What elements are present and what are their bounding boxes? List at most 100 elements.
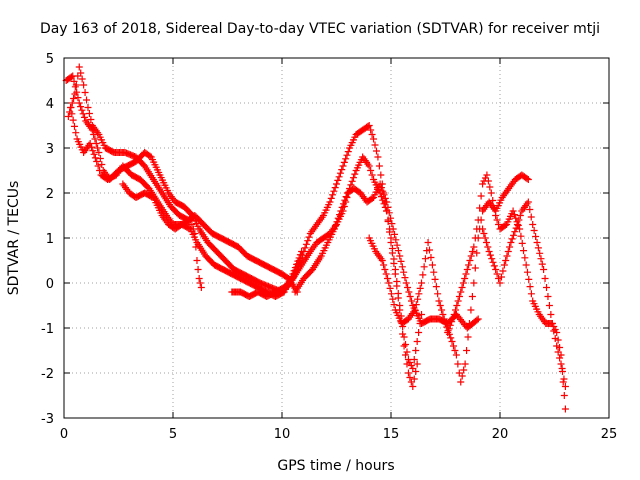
- data-point: [458, 284, 466, 291]
- data-point: [385, 209, 393, 217]
- data-point: [534, 244, 542, 252]
- series-sat-b: [62, 72, 303, 296]
- data-point: [524, 176, 532, 183]
- data-point: [446, 321, 454, 329]
- data-point: [87, 116, 95, 123]
- series-sat-a: [64, 63, 301, 296]
- data-point: [435, 297, 443, 305]
- data-point: [195, 275, 203, 282]
- data-point: [523, 268, 531, 276]
- data-point: [381, 194, 389, 202]
- data-point: [449, 314, 457, 322]
- x-tick-label: 15: [383, 427, 400, 442]
- axis-ticks: 0 5 10 15 20 25 -3 -2 -1 0 1 2 3 4 5: [41, 52, 617, 442]
- data-point: [87, 143, 95, 151]
- data-point: [490, 262, 498, 270]
- data-point: [403, 348, 411, 356]
- data-point: [399, 330, 407, 338]
- data-point: [434, 290, 442, 298]
- data-point: [468, 293, 476, 300]
- data-point: [341, 196, 349, 204]
- y-tick-label: -1: [41, 322, 54, 337]
- data-point: [88, 126, 96, 134]
- data-point: [189, 225, 197, 233]
- data-point: [300, 248, 308, 255]
- data-point: [70, 77, 78, 85]
- data-point: [545, 302, 553, 309]
- data-point: [406, 293, 414, 300]
- data-point: [405, 288, 413, 296]
- series-sat-f: [287, 122, 421, 390]
- data-point: [188, 221, 196, 228]
- data-point: [343, 151, 351, 159]
- data-point: [96, 167, 104, 174]
- data-point: [533, 239, 541, 246]
- data-point: [401, 274, 409, 282]
- data-point: [402, 341, 410, 348]
- data-point: [67, 73, 75, 81]
- data-point: [448, 338, 456, 345]
- x-tick-label: 10: [274, 427, 291, 442]
- data-point: [365, 122, 373, 129]
- data-point: [371, 141, 379, 149]
- data-point: [396, 252, 404, 260]
- data-point: [440, 315, 448, 323]
- data-point: [332, 221, 340, 229]
- data-point: [522, 261, 530, 269]
- data-point: [329, 191, 337, 199]
- data-point: [84, 104, 92, 111]
- data-point: [393, 282, 401, 290]
- data-point: [502, 257, 510, 264]
- data-point: [70, 95, 78, 102]
- data-point: [409, 383, 417, 390]
- data-point: [430, 268, 438, 276]
- data-point: [540, 266, 548, 273]
- data-point: [387, 214, 395, 222]
- data-point: [375, 162, 383, 170]
- data-point: [413, 360, 421, 368]
- data-point: [400, 333, 408, 341]
- data-point: [510, 231, 518, 239]
- data-point: [390, 301, 398, 309]
- x-tick-label: 0: [60, 427, 68, 442]
- data-point: [418, 279, 426, 287]
- data-point: [439, 311, 447, 318]
- data-point: [424, 239, 432, 246]
- data-point: [298, 251, 306, 259]
- data-point: [426, 246, 434, 254]
- data-point: [476, 204, 484, 212]
- data-point: [91, 135, 99, 143]
- data-point: [406, 374, 414, 381]
- data-point: [419, 271, 427, 279]
- data-point: [504, 248, 512, 255]
- data-point: [193, 257, 201, 264]
- data-point: [81, 89, 89, 96]
- data-point: [536, 249, 544, 257]
- data-point: [412, 301, 420, 309]
- series-sat-j: [479, 198, 569, 390]
- data-point: [186, 216, 194, 224]
- data-point: [506, 243, 514, 251]
- data-point: [557, 360, 565, 368]
- data-point: [556, 354, 564, 362]
- data-point: [455, 293, 463, 300]
- data-point: [415, 329, 423, 336]
- data-point: [90, 131, 98, 138]
- data-point: [372, 147, 380, 155]
- data-point: [70, 122, 78, 130]
- data-point: [482, 239, 490, 246]
- x-tick-label: 20: [492, 427, 509, 442]
- y-tick-label: 0: [46, 277, 54, 292]
- data-point: [404, 284, 412, 291]
- data-point: [94, 144, 102, 152]
- data-point: [334, 176, 342, 184]
- y-tick-label: 1: [46, 232, 54, 247]
- data-point: [537, 255, 545, 263]
- data-point: [367, 126, 375, 134]
- data-point: [412, 347, 420, 354]
- data-point: [530, 227, 538, 234]
- data-point: [560, 375, 568, 383]
- data-point: [331, 184, 339, 192]
- data-point: [71, 83, 79, 91]
- data-point: [438, 306, 446, 314]
